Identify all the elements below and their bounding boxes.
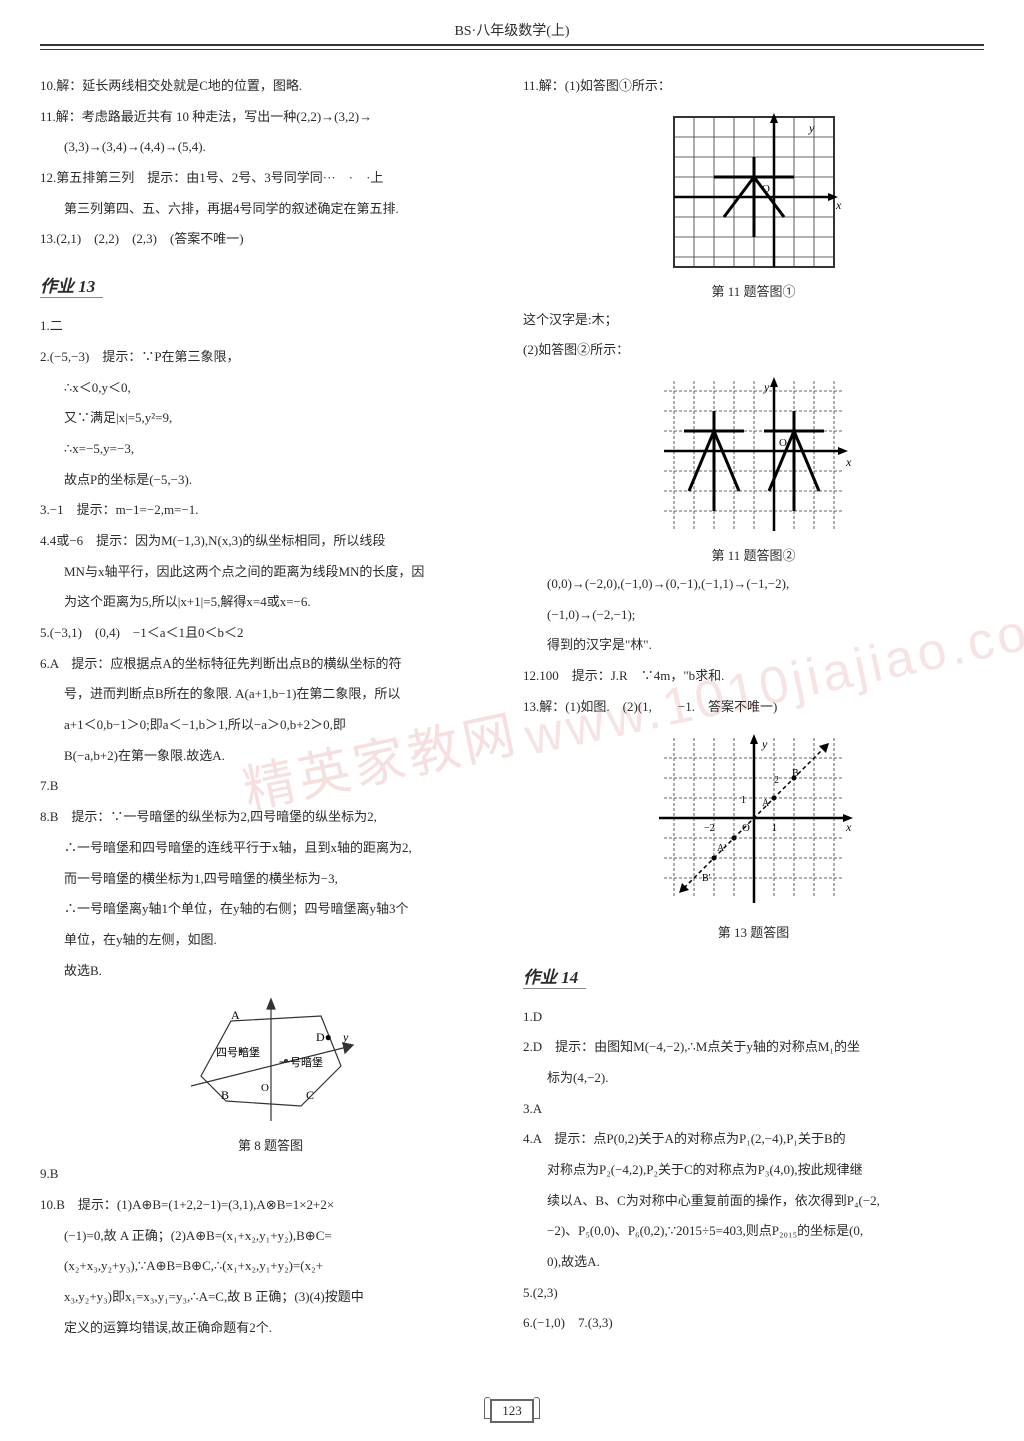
svg-text:1: 1 [741,795,746,806]
text-line: ∴一号暗堡和四号暗堡的连线平行于x轴，且到x轴的距离为2, [40,836,501,861]
svg-text:−2: −2 [704,823,715,834]
fig11-2-svg: y x O [644,371,864,541]
text-line: 11.解：(1)如答图①所示： [523,74,984,99]
page-number: 123 [490,1399,534,1423]
text-line: 4.A 提示：点P(0,2)关于A的对称点为P₁(2,−4),P₁关于B的 [523,1127,984,1152]
svg-text:y: y [761,737,768,751]
text-line: 10.解：延长两线相交处就是C地的位置，图略. [40,74,501,99]
text-line: 第三列第四、五、六排，再据4号同学的叙述确定在第五排. [40,197,501,222]
fig13-caption: 第 13 题答图 [523,922,984,941]
text-line: MN与x轴平行，因此这两个点之间的距离为线段MN的长度，因 [40,560,501,585]
fig8-svg: A 四号暗堡 一号暗堡 D● B C O y [171,991,371,1131]
text-line: 1.D [523,1005,984,1030]
text-line: 对称点为P₂(−4,2),P₂关于C的对称点为P₃(4,0),按此规律继 [523,1158,984,1183]
text-line: 12.第五排第三列 提示：由1号、2号、3号同学同··· · ·上 [40,166,501,191]
section-heading-14: 作业 14 [523,963,586,989]
fig11-1-caption: 第 11 题答图① [523,281,984,300]
svg-text:x: x [835,198,842,212]
text-line: 5.(2,3) [523,1281,984,1306]
svg-text:1: 1 [772,823,777,834]
text-line: 6.(−1,0) 7.(3,3) [523,1311,984,1336]
text-line: 标为(4,−2). [523,1066,984,1091]
right-column: 11.解：(1)如答图①所示： [523,68,984,1346]
text-line: 13.解：(1)如图. (2)(1, −1. 答案不唯一) [523,695,984,720]
figure-11-2: y x O 第 11 题答图② [523,371,984,564]
text-line: 故点P的坐标是(−5,−3). [40,468,501,493]
text-line: x₃,y₂+y₃)即x₁=x₃,y₁=y₃,∴A=C,故 B 正确；(3)(4)… [40,1285,501,1310]
page-header: BS·八年级数学(上) [40,20,984,46]
text-line: (−1)=0,故 A 正确；(2)A⊕B=(x₁+x₂,y₁+y₂),B⊕C= [40,1224,501,1249]
page-content: BS·八年级数学(上) 10.解：延长两线相交处就是C地的位置，图略. 11.解… [0,0,1024,1366]
text-line: 而一号暗堡的横坐标为1,四号暗堡的横坐标为−3, [40,867,501,892]
figure-11-1: y x O 第 11 题答图① [523,107,984,300]
text-line: 定义的运算均错误,故正确命题有2个. [40,1316,501,1341]
text-line: 续以A、B、C为对称中心重复前面的操作，依次得到P₄(−2, [523,1189,984,1214]
text-line: 2.(−5,−3) 提示：∵P在第三象限， [40,345,501,370]
text-line: 单位，在y轴的左侧，如图. [40,928,501,953]
text-line: 5.(−3,1) (0,4) −1＜a＜1且0＜b＜2 [40,621,501,646]
text-line: B(−a,b+2)在第一象限.故选A. [40,744,501,769]
text-line: 这个汉字是:木； [523,308,984,333]
text-line: 得到的汉字是"林". [523,633,984,658]
svg-text:y: y [342,1030,349,1044]
fig11-1-svg: y x O [654,107,854,277]
svg-text:A: A [231,1008,240,1022]
text-line: 又∵满足|x|=5,y²=9, [40,406,501,431]
page-footer: 123 [0,1399,1024,1423]
text-line: ∴x=−5,y=−3, [40,437,501,462]
text-line: (−1,0)→(−2,−1); [523,603,984,628]
text-line: 6.A 提示：应根据点A的坐标特征先判断出点B的横纵坐标的符 [40,652,501,677]
text-line: ∴x＜0,y＜0, [40,376,501,401]
fig8-caption: 第 8 题答图 [40,1135,501,1154]
svg-text:A': A' [717,843,726,854]
text-line: a+1＜0,b−1＞0;即a＜−1,b＞1,所以−a＞0,b+2＞0,即 [40,713,501,738]
text-line: 11.解：考虑路最近共有 10 种走法，写出一种(2,2)→(3,2)→ [40,105,501,130]
header-divider [40,49,984,50]
text-line: 2.D 提示：由图知M(−4,−2),∴M点关于y轴的对称点M₁的坐 [523,1035,984,1060]
text-line: (0,0)→(−2,0),(−1,0)→(0,−1),(−1,1)→(−1,−2… [523,572,984,597]
text-line: 10.B 提示：(1)A⊕B=(1+2,2−1)=(3,1),A⊗B=1×2+2… [40,1193,501,1218]
text-line: 为这个距离为5,所以|x+1|=5,解得x=4或x=−6. [40,590,501,615]
text-line: 8.B 提示：∵一号暗堡的纵坐标为2,四号暗堡的纵坐标为2, [40,805,501,830]
text-line: (3,3)→(3,4)→(4,4)→(5,4). [40,135,501,160]
text-line: (x₂+x₃,y₂+y₃),∵A⊕B=B⊕C,∴(x₁+x₂,y₁+y₂)=(x… [40,1254,501,1279]
text-line: 号，进而判断点B所在的象限. A(a+1,b−1)在第二象限，所以 [40,682,501,707]
text-line: 9.B [40,1162,501,1187]
text-line: 7.B [40,774,501,799]
svg-text:2: 2 [774,775,779,786]
left-column: 10.解：延长两线相交处就是C地的位置，图略. 11.解：考虑路最近共有 10 … [40,68,501,1346]
text-line: 12.100 提示：J.R ∵4m，"b求和. [523,664,984,689]
text-line: 故选B. [40,959,501,984]
svg-text:C: C [306,1088,314,1102]
text-line: 3.−1 提示：m−1=−2,m=−1. [40,498,501,523]
figure-8: A 四号暗堡 一号暗堡 D● B C O y 第 8 题答图 [40,991,501,1154]
text-line: 3.A [523,1097,984,1122]
text-line: 0),故选A. [523,1250,984,1275]
two-column-layout: 10.解：延长两线相交处就是C地的位置，图略. 11.解：考虑路最近共有 10 … [40,68,984,1346]
text-line: (2)如答图②所示： [523,338,984,363]
svg-text:O: O [261,1082,269,1094]
fig13-svg: y x O 1 1 −2 2 B A A' B' [644,728,864,918]
text-line: 1.二 [40,314,501,339]
svg-text:x: x [845,455,852,469]
svg-text:y: y [763,380,770,394]
svg-text:B': B' [702,873,711,884]
svg-text:x: x [845,820,852,834]
section-heading-13: 作业 13 [40,272,103,298]
text-line: 13.(2,1) (2,2) (2,3) (答案不唯一) [40,227,501,252]
figure-13: y x O 1 1 −2 2 B A A' B' [523,728,984,941]
svg-text:四号暗堡: 四号暗堡 [216,1045,260,1059]
svg-text:y: y [808,121,815,135]
svg-text:B: B [221,1088,229,1102]
text-line: −2)、P₅(0,0)、P₆(0,2),∵2015÷5=403,则点P₂₀₁₅的… [523,1219,984,1244]
text-line: 4.4或−6 提示：因为M(−1,3),N(x,3)的纵坐标相同，所以线段 [40,529,501,554]
text-line: ∴一号暗堡离y轴1个单位，在y轴的右侧；四号暗堡离y轴3个 [40,897,501,922]
fig11-2-caption: 第 11 题答图② [523,545,984,564]
svg-text:D●: D● [316,1030,332,1044]
